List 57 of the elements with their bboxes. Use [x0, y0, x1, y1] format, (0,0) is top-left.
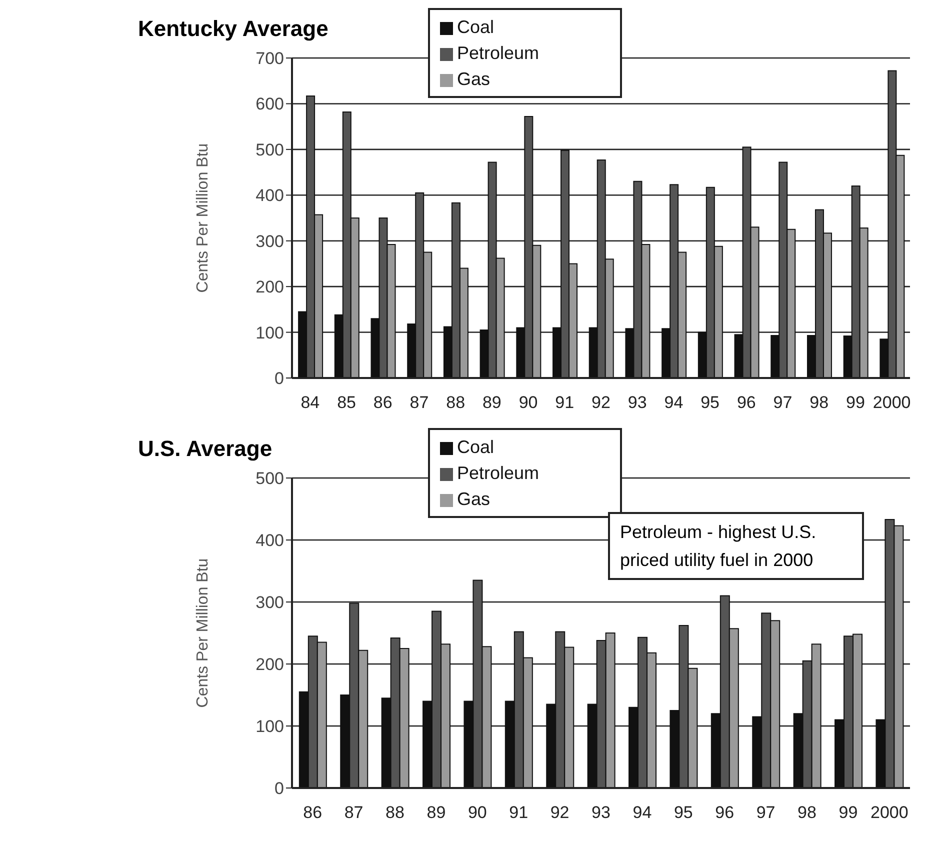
note-box: Petroleum - highest U.S. priced utility fuel in 2000: [608, 512, 864, 580]
x-tick-label: 98: [810, 393, 829, 412]
x-tick-label: 90: [518, 393, 538, 412]
x-tick-label: 86: [303, 803, 322, 822]
x-tick-label: 96: [715, 803, 734, 822]
x-tick-label: 85: [337, 393, 356, 412]
legend-label: Coal: [457, 437, 494, 457]
y-tick-label: 100: [256, 323, 284, 342]
y-tick-label: 500: [256, 469, 284, 488]
y-tick-label: 400: [256, 531, 284, 550]
x-tick-label: 87: [410, 393, 429, 412]
x-tick-label: 93: [628, 393, 647, 412]
x-tick-label: 91: [555, 393, 574, 412]
y-tick-label: 300: [256, 232, 284, 251]
x-tick-label: 99: [846, 393, 865, 412]
x-tick-label: 96: [736, 393, 756, 412]
x-tick-label: 88: [446, 393, 466, 412]
y-tick-label: 300: [256, 593, 284, 612]
chart-title: Kentucky Average: [138, 16, 328, 42]
chart-title: U.S. Average: [138, 436, 272, 462]
y-tick-label: 0: [274, 779, 284, 798]
x-tick-label: 92: [592, 393, 610, 412]
y-tick-label: 0: [274, 369, 284, 388]
y-tick-label: 700: [256, 49, 284, 68]
y-tick-label: 100: [256, 717, 284, 736]
legend-label: Gas: [457, 69, 490, 89]
y-axis-title: Cents Per Million Btu: [194, 143, 212, 293]
legend-label: Gas: [457, 489, 490, 509]
x-tick-label: 99: [838, 803, 858, 822]
x-tick-label: 95: [674, 803, 693, 822]
x-tick-label: 94: [632, 803, 652, 822]
y-tick-label: 200: [256, 278, 284, 297]
y-axis-title: Cents Per Million Btu: [194, 558, 212, 708]
legend-label: Coal: [457, 17, 494, 37]
x-tick-label: 98: [798, 803, 816, 822]
x-tick-label: 2000: [870, 803, 908, 822]
x-tick-label: 89: [426, 803, 446, 822]
legend-label: Petroleum: [457, 43, 540, 63]
x-tick-label: 89: [482, 393, 502, 412]
x-tick-label: 84: [300, 393, 320, 412]
y-tick-label: 400: [256, 186, 284, 206]
x-tick-label: 97: [756, 803, 776, 822]
x-tick-label: 97: [773, 393, 792, 412]
x-tick-label: 86: [373, 393, 392, 412]
x-tick-label: 95: [700, 393, 720, 412]
x-tick-label: 88: [386, 803, 404, 822]
y-tick-label: 200: [256, 655, 284, 674]
x-tick-label: 92: [550, 803, 570, 822]
x-tick-label: 87: [344, 803, 364, 822]
legend-label: Petroleum: [457, 463, 540, 483]
x-tick-label: 94: [664, 393, 684, 412]
x-tick-label: 93: [592, 803, 610, 822]
x-tick-label: 2000: [872, 393, 911, 412]
x-tick-label: 91: [509, 803, 528, 822]
y-tick-label: 500: [256, 140, 284, 160]
y-tick-label: 600: [256, 94, 284, 114]
x-tick-label: 90: [468, 803, 487, 822]
